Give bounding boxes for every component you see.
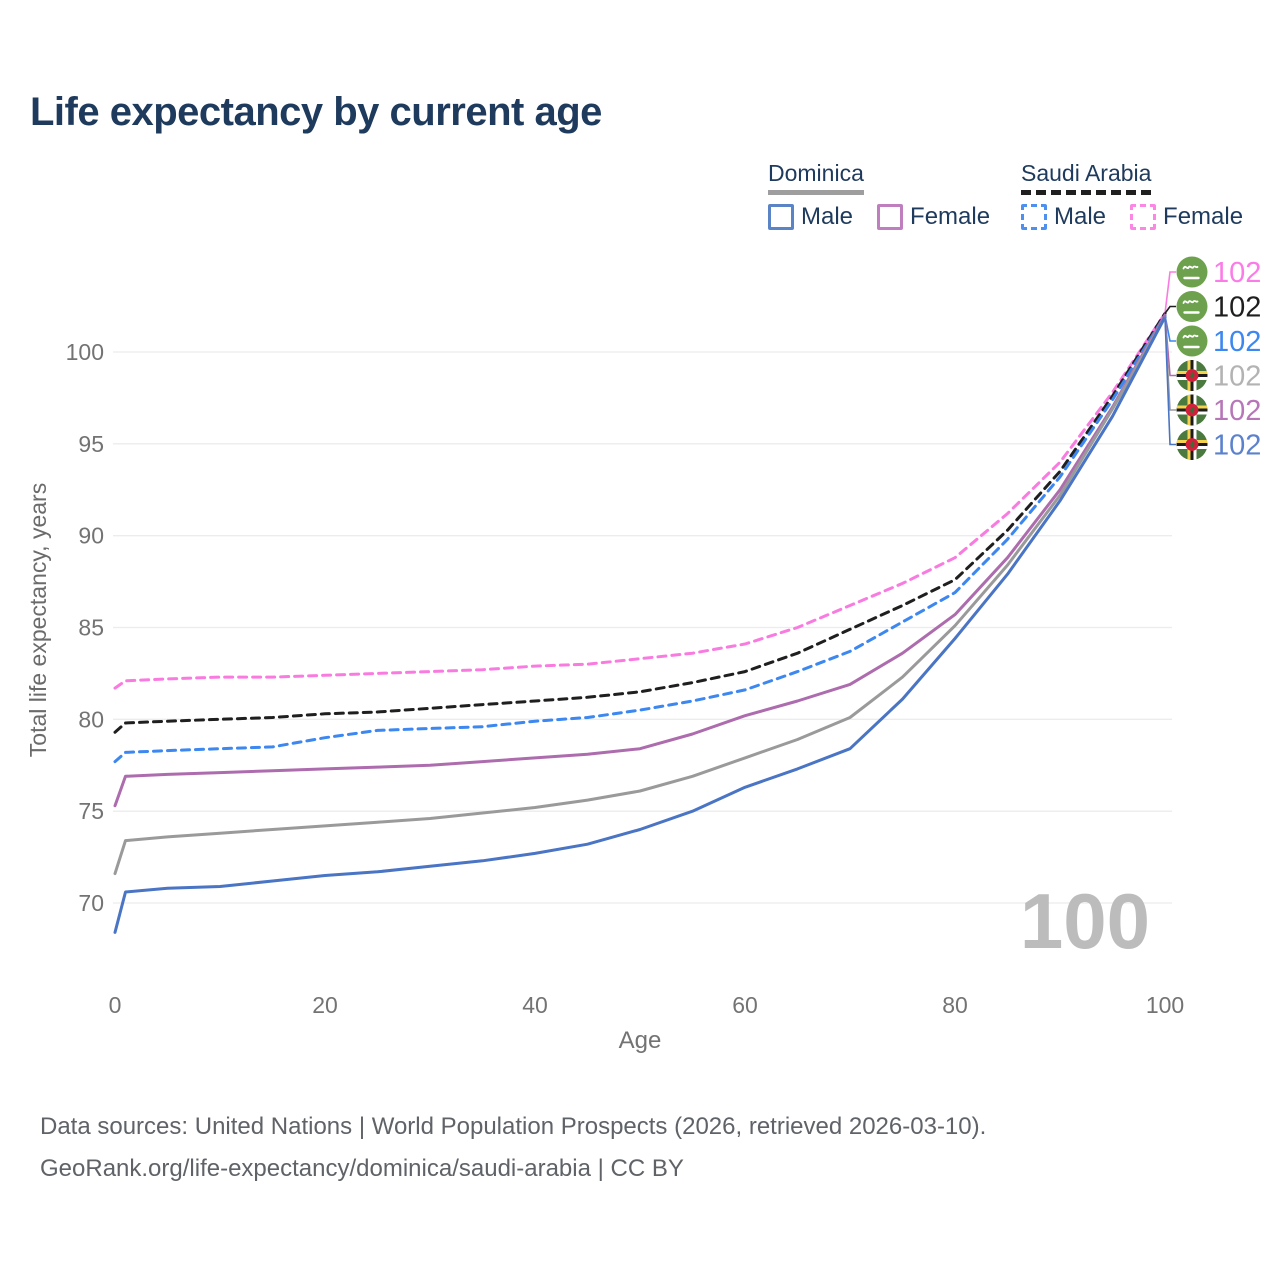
x-tick-label: 40	[522, 992, 548, 1018]
series-line-saudi-arabia-female[interactable]	[113, 311, 1167, 690]
legend-row-saudi-arabia: Male Female	[1021, 204, 1243, 230]
x-tick-label: 100	[1146, 992, 1184, 1018]
legend-group-title-saudi-arabia: Saudi Arabia	[1021, 160, 1152, 195]
end-value-label: 102	[1213, 430, 1261, 462]
watermark-age: 100	[1020, 877, 1150, 965]
x-tick-label: 0	[109, 992, 122, 1018]
legend-swatch-dominica-male-icon	[768, 204, 794, 230]
footer: Data sources: United Nations | World Pop…	[40, 1106, 1190, 1190]
flag-parrot	[1190, 372, 1195, 379]
leader-line-saudi-arabia-male	[1164, 315, 1176, 342]
flag-icon-saudi-arabia	[1176, 291, 1208, 322]
legend-swatch-dominica-female-icon	[877, 204, 904, 230]
legend-entry-saudi-male[interactable]: Male	[1021, 204, 1106, 230]
legend-entry-label: Female	[1163, 203, 1244, 230]
flag-parrot	[1190, 441, 1195, 448]
x-tick-label: 20	[312, 992, 338, 1018]
y-tick-label: 80	[78, 706, 104, 732]
flag-icon-dominica	[1176, 429, 1208, 460]
flag-script	[1182, 300, 1199, 304]
legend-swatch-saudi-female-icon	[1130, 204, 1157, 230]
flag-icon-dominica	[1176, 394, 1208, 426]
legend-group-title-dominica: Dominica	[768, 160, 864, 195]
legend-entry-label: Male	[801, 203, 854, 230]
flag-inner	[1176, 394, 1208, 426]
legend-group-saudi-arabia: Saudi Arabia Male Female	[1021, 160, 1243, 230]
flag-parrot	[1190, 406, 1195, 413]
y-tick-label: 90	[78, 523, 104, 549]
legend-group-dominica: Dominica Male Female	[768, 160, 990, 230]
legend: Dominica Male Female Saudi Arabia Male	[0, 160, 1280, 250]
flag-circle	[1176, 291, 1208, 322]
page-title: Life expectancy by current age	[30, 90, 602, 134]
flag-icon-dominica	[1176, 360, 1208, 391]
series-line-dominica-both-sexes[interactable]	[113, 315, 1167, 876]
y-axis-title: Total life expectancy, years	[25, 483, 51, 757]
end-value-label: 102	[1213, 361, 1261, 393]
flag-inner	[1176, 360, 1208, 391]
flag-icon-saudi-arabia	[1176, 256, 1208, 288]
x-tick-label: 60	[732, 992, 758, 1018]
series-line-dominica-female[interactable]	[113, 313, 1167, 808]
flag-circle	[1176, 325, 1208, 357]
leader-line-saudi-arabia-both-sexes	[1164, 305, 1176, 314]
end-value-label: 102	[1213, 326, 1261, 358]
legend-row-dominica: Male Female	[768, 204, 990, 230]
flag-script	[1182, 334, 1199, 339]
attribution-line: GeoRank.org/life-expectancy/dominica/sau…	[40, 1155, 684, 1182]
legend-entry-saudi-female[interactable]: Female	[1130, 204, 1243, 230]
y-tick-label: 75	[78, 798, 104, 824]
end-value-label: 102	[1213, 292, 1261, 324]
flag-script	[1182, 265, 1199, 270]
y-tick-label: 95	[78, 431, 104, 457]
legend-swatch-saudi-male-icon	[1021, 204, 1047, 230]
x-axis-title: Age	[619, 1027, 662, 1054]
flag-circle	[1176, 256, 1208, 288]
flag-inner	[1176, 429, 1208, 460]
legend-entry-dominica-female[interactable]: Female	[877, 204, 990, 230]
end-value-label: 102	[1213, 257, 1261, 289]
legend-entry-dominica-male[interactable]: Male	[768, 204, 853, 230]
series-line-saudi-arabia-male[interactable]	[113, 313, 1167, 764]
flag-icon-saudi-arabia	[1176, 325, 1208, 357]
leader-line-saudi-arabia-female	[1164, 271, 1176, 314]
legend-entry-label: Female	[910, 203, 991, 230]
legend-entry-label: Male	[1054, 203, 1107, 230]
series-line-dominica-male[interactable]	[113, 315, 1167, 934]
y-tick-label: 70	[78, 890, 104, 916]
data-sources-line: Data sources: United Nations | World Pop…	[40, 1113, 987, 1140]
x-tick-label: 80	[942, 992, 968, 1018]
y-tick-label: 85	[78, 615, 104, 641]
leader-line-dominica-male	[1164, 317, 1176, 446]
y-tick-label: 100	[66, 339, 104, 365]
end-value-label: 102	[1213, 395, 1261, 427]
series-line-saudi-arabia-both-sexes[interactable]	[113, 311, 1167, 734]
